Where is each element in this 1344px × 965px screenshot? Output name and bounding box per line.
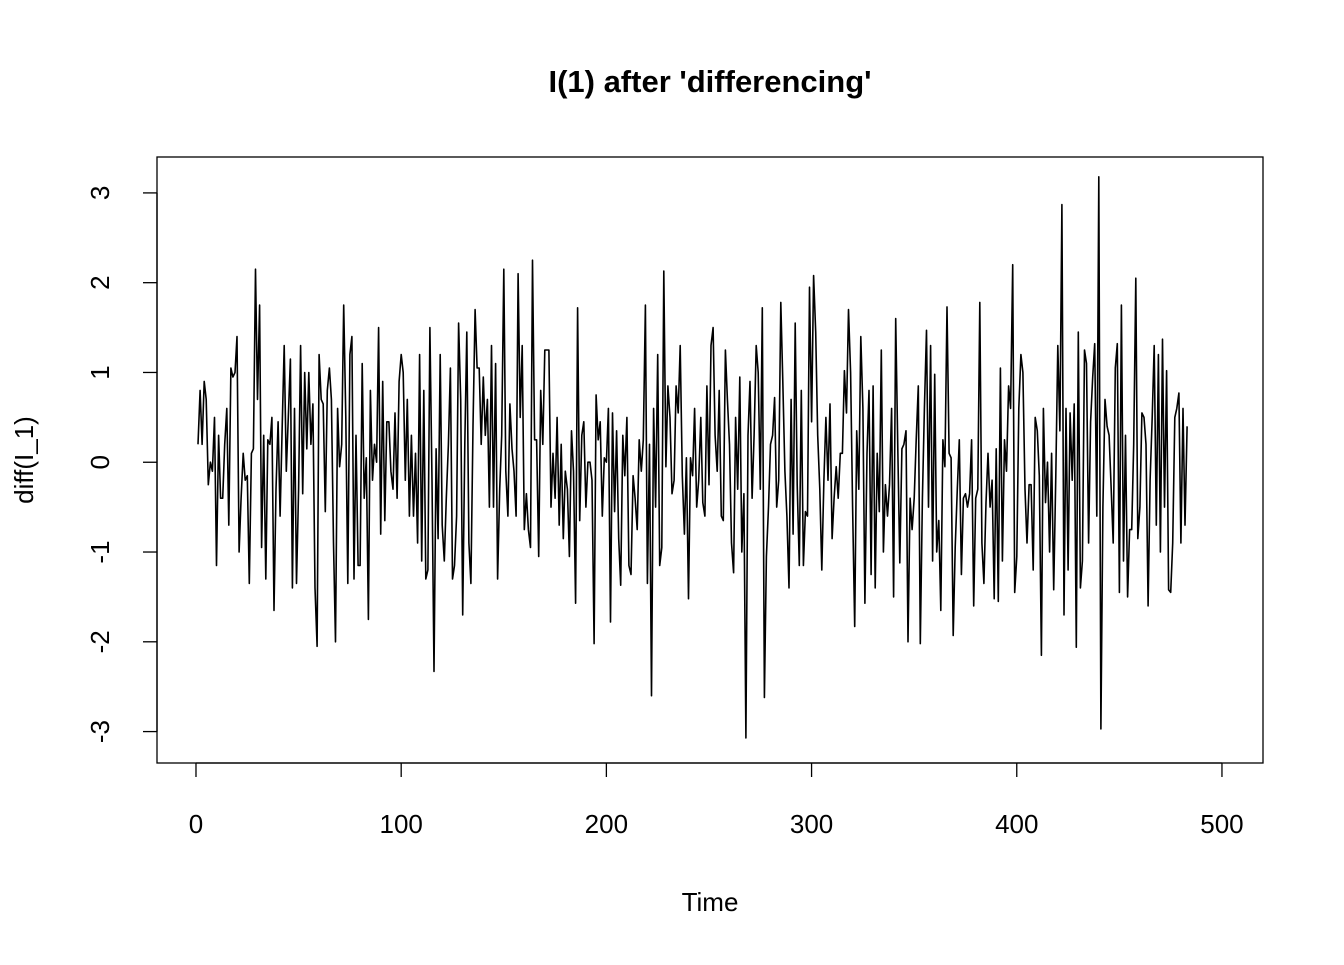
y-tick-label: 3 <box>85 186 115 200</box>
x-tick-label: 100 <box>379 809 422 839</box>
y-tick-label: -3 <box>85 720 115 743</box>
x-axis: 0 100 200 300 400 500 <box>189 762 1244 839</box>
y-tick-label: 1 <box>85 365 115 379</box>
y-tick-label: 2 <box>85 275 115 289</box>
x-axis-label: Time <box>682 887 739 917</box>
y-tick-label: -2 <box>85 630 115 653</box>
y-axis-label: diff(I_1) <box>9 416 39 504</box>
x-tick-label: 400 <box>995 809 1038 839</box>
y-tick-label: 0 <box>85 455 115 469</box>
chart-title: I(1) after 'differencing' <box>548 64 871 99</box>
y-axis: -3 -2 -1 0 1 2 3 <box>85 186 158 743</box>
y-tick-label: -1 <box>85 540 115 563</box>
x-tick-label: 500 <box>1200 809 1243 839</box>
series-line <box>197 176 1188 739</box>
x-tick-label: 0 <box>189 809 203 839</box>
x-tick-label: 300 <box>790 809 833 839</box>
x-tick-label: 200 <box>585 809 628 839</box>
